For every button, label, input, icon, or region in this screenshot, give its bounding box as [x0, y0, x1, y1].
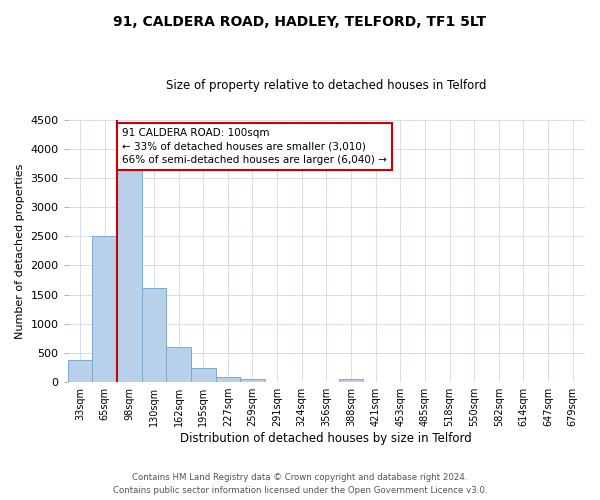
- Bar: [240, 379, 265, 382]
- Bar: [191, 368, 215, 382]
- Bar: [166, 347, 191, 382]
- Bar: [142, 288, 166, 382]
- Y-axis label: Number of detached properties: Number of detached properties: [15, 163, 25, 338]
- X-axis label: Distribution of detached houses by size in Telford: Distribution of detached houses by size …: [181, 432, 472, 445]
- Bar: [117, 165, 142, 382]
- Title: Size of property relative to detached houses in Telford: Size of property relative to detached ho…: [166, 79, 487, 92]
- Bar: [68, 360, 92, 382]
- Bar: [92, 236, 117, 382]
- Text: Contains HM Land Registry data © Crown copyright and database right 2024.
Contai: Contains HM Land Registry data © Crown c…: [113, 474, 487, 495]
- Bar: [215, 377, 240, 382]
- Bar: [338, 379, 364, 382]
- Text: 91, CALDERA ROAD, HADLEY, TELFORD, TF1 5LT: 91, CALDERA ROAD, HADLEY, TELFORD, TF1 5…: [113, 15, 487, 29]
- Text: 91 CALDERA ROAD: 100sqm
← 33% of detached houses are smaller (3,010)
66% of semi: 91 CALDERA ROAD: 100sqm ← 33% of detache…: [122, 128, 387, 164]
